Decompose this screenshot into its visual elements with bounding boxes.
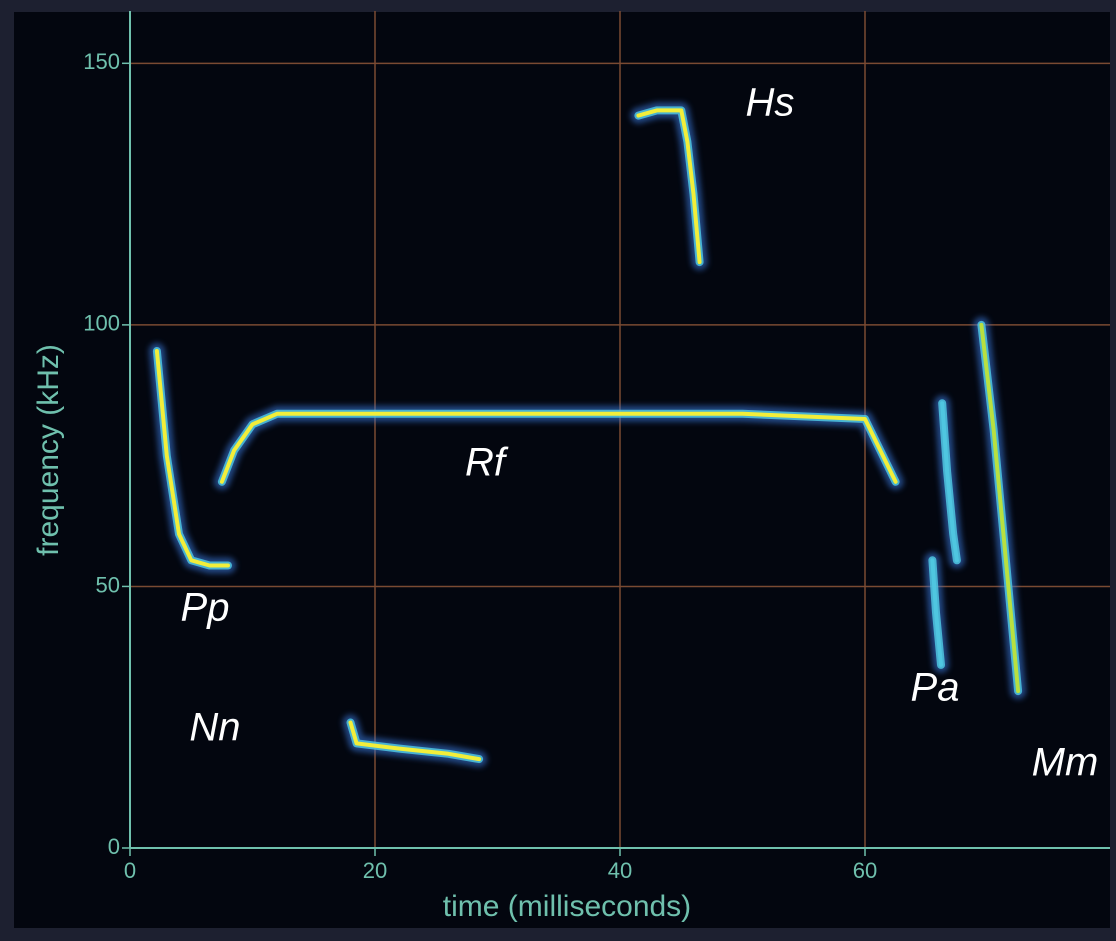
call-trace [342,714,488,768]
call-label: Pa [911,666,960,710]
x-tick-label: 20 [363,858,387,883]
call-line [154,349,230,568]
call-line [930,401,959,667]
y-tick-label: 100 [83,311,120,336]
x-axis-title: time (milliseconds) [443,890,691,923]
call-label: Pp [181,586,230,630]
x-tick-label: 40 [608,858,632,883]
call-line [636,108,702,265]
call-label: Nn [189,706,240,750]
call-line [979,322,1021,694]
x-tick-label: 0 [124,858,136,883]
call-trace [924,395,965,673]
y-tick-label: 0 [108,834,120,859]
y-tick-label: 150 [83,49,120,74]
call-label: Hs [746,81,795,125]
y-axis-title: frequency (kHz) [32,344,65,556]
call-line [219,411,898,484]
call-trace [213,405,904,490]
x-tick-label: 60 [853,858,877,883]
y-tick-label: 50 [96,572,120,597]
call-trace [148,343,236,574]
call-line [348,720,482,762]
call-label: Mm [1032,741,1099,785]
panel [14,12,1110,928]
call-label: Rf [465,441,509,485]
call-trace [973,316,1027,700]
call-trace [630,102,708,271]
